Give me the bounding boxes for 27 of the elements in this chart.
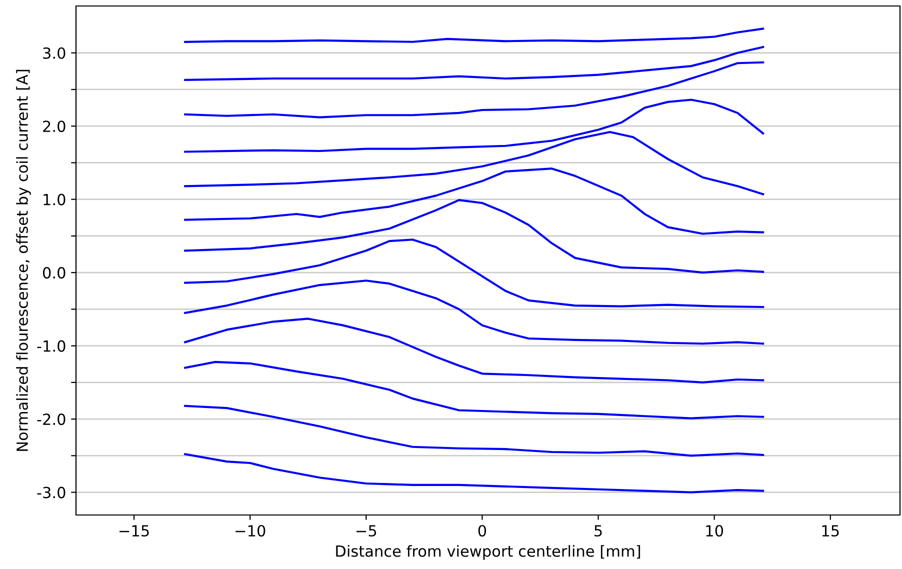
x-axis-title: Distance from viewport centerline [mm] bbox=[336, 545, 640, 560]
x-tick-label: 10 bbox=[706, 524, 724, 537]
line-series bbox=[184, 404, 764, 457]
y-tick-label: -2.0 bbox=[37, 414, 66, 426]
line-series bbox=[184, 453, 764, 494]
line-series bbox=[184, 168, 764, 235]
line-series bbox=[184, 238, 764, 308]
x-tick-label: 0 bbox=[478, 524, 486, 537]
line-series bbox=[184, 46, 764, 82]
y-axis-title: Normalized flourescence, offset by coil current [A] bbox=[16, 70, 31, 451]
y-tick-label: 1.0 bbox=[44, 194, 66, 206]
x-tick-label: −5 bbox=[356, 525, 376, 537]
x-tick-label: −10 bbox=[236, 524, 266, 537]
line-series bbox=[184, 318, 764, 384]
y-tick-label: 2.0 bbox=[43, 120, 66, 132]
y-tick-label: -1.0 bbox=[37, 340, 66, 352]
x-tick-label: 5 bbox=[594, 525, 602, 537]
x-tick-label: 15 bbox=[822, 525, 839, 537]
y-tick-label: -3.0 bbox=[37, 486, 66, 498]
y-tick-label: 0.0 bbox=[42, 267, 66, 279]
line-series bbox=[184, 360, 764, 420]
y-tick-label: 3.0 bbox=[43, 47, 66, 59]
line-series bbox=[184, 199, 764, 274]
line-series bbox=[184, 280, 764, 345]
line-series bbox=[184, 61, 764, 118]
line-series bbox=[184, 28, 764, 43]
x-tick-label: −15 bbox=[120, 525, 149, 537]
